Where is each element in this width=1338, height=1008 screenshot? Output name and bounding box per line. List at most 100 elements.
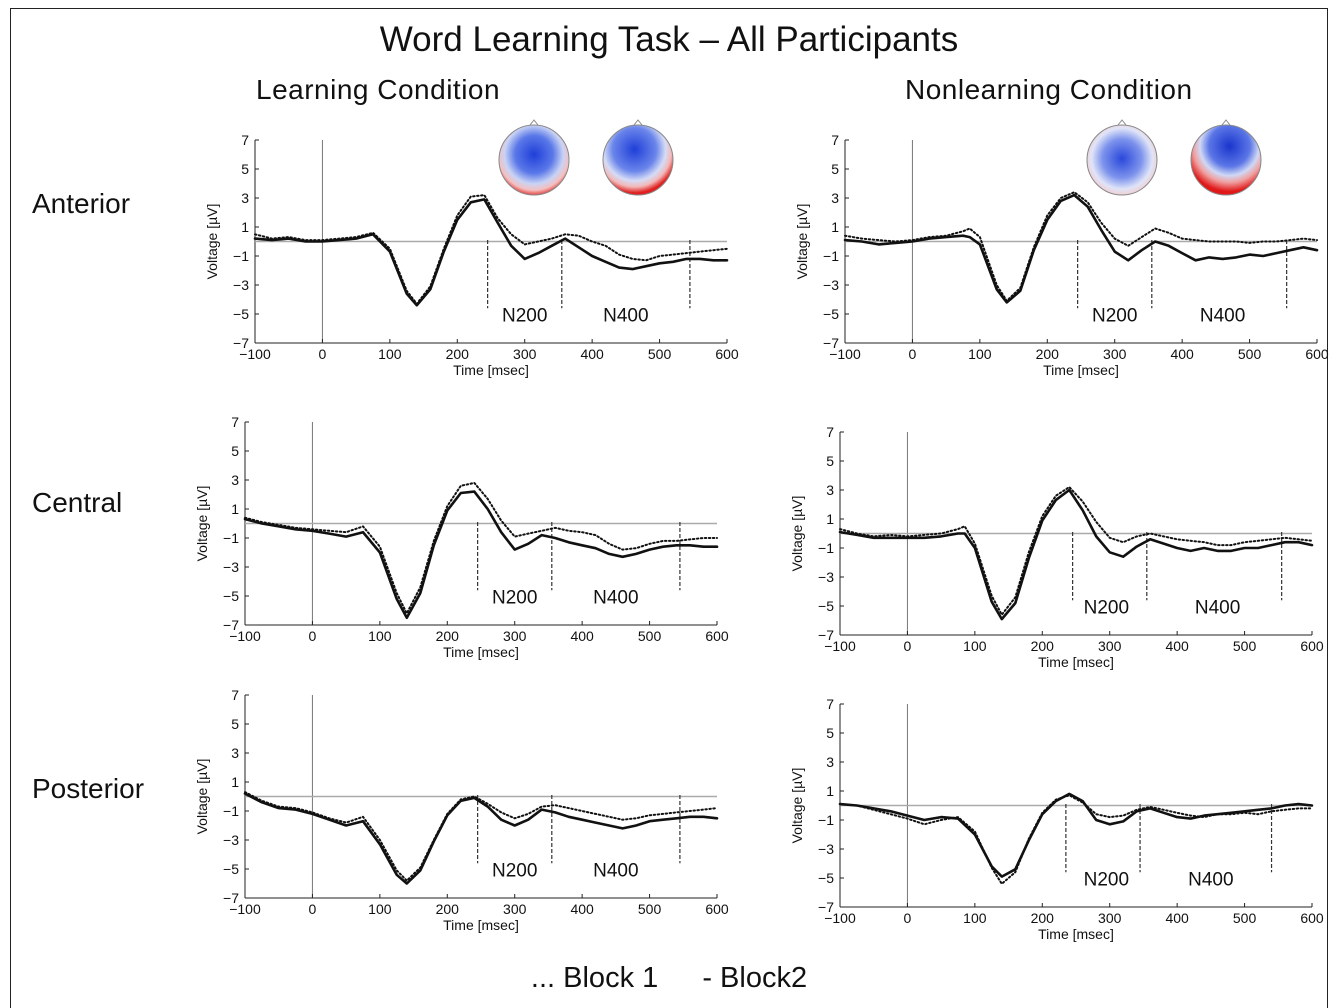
y-tick-label: 7	[231, 414, 239, 430]
y-tick-label: 5	[826, 453, 834, 469]
y-tick-label: 7	[826, 696, 834, 712]
y-tick-label: −5	[223, 861, 239, 877]
x-tick-label: 500	[638, 901, 662, 917]
y-tick-label: 1	[231, 774, 239, 790]
erp-plot-anterior-nonlearning: −7 −5 −3 −1 1 3 5 7 −100 0 100 200 300 400 500 600 Time …	[794, 132, 1329, 378]
y-tick-label: 5	[231, 443, 239, 459]
x-tick-label: 300	[1098, 910, 1122, 926]
x-tick-label: 400	[570, 901, 594, 917]
x-axis-label: Time [msec]	[1038, 654, 1114, 670]
series-block-1	[839, 794, 1313, 885]
y-tick-label: 5	[231, 716, 239, 732]
x-tick-label: −100	[824, 638, 856, 654]
y-tick-label: 5	[241, 161, 249, 177]
series-block-1	[839, 486, 1313, 616]
series-block2	[243, 490, 719, 620]
y-tick-label: 1	[826, 511, 834, 527]
x-tick-label: 600	[1305, 346, 1329, 362]
series-block-1	[244, 791, 718, 882]
x-tick-label: −100	[824, 910, 856, 926]
erp-plot-central-learning: −7 −5 −3 −1 1 3 5 7 −100 0 100 200 300 400 500 600 Time …	[194, 414, 729, 660]
component-label-n400: N400	[603, 305, 648, 326]
y-tick-label: −1	[223, 803, 239, 819]
topomap-learning-n400	[602, 119, 674, 196]
x-tick-label: 0	[909, 346, 917, 362]
component-label-n200: N200	[1092, 305, 1137, 326]
y-tick-label: 7	[231, 687, 239, 703]
series-block2	[253, 198, 729, 307]
row-label-central: Central	[32, 487, 123, 518]
x-tick-label: 600	[1300, 910, 1324, 926]
legend-block1: ... Block 1	[530, 962, 659, 994]
x-tick-label: 100	[378, 346, 402, 362]
component-label-n200: N200	[492, 860, 537, 881]
x-tick-label: 200	[436, 628, 460, 644]
x-tick-label: 0	[319, 346, 327, 362]
x-tick-label: −100	[829, 346, 861, 362]
y-tick-label: −7	[818, 899, 834, 915]
y-tick-label: 7	[826, 424, 834, 440]
condition-title-nonlearning: Nonlearning Condition	[905, 74, 1193, 105]
x-tick-label: 0	[904, 910, 912, 926]
x-tick-label: 500	[638, 628, 662, 644]
series-block2	[838, 488, 1314, 621]
topomap-learning-n200	[498, 119, 570, 196]
y-axis-label: Voltage [µV]	[194, 759, 210, 835]
y-tick-label: −7	[223, 890, 239, 906]
y-tick-label: −1	[233, 248, 249, 264]
y-tick-label: −5	[823, 306, 839, 322]
x-tick-label: 600	[715, 346, 739, 362]
legend-block2: - Block2	[702, 962, 808, 994]
x-tick-label: 400	[1170, 346, 1194, 362]
x-tick-label: 100	[963, 638, 987, 654]
component-label-n200: N200	[1084, 869, 1129, 890]
series-block2	[838, 792, 1314, 878]
y-tick-label: −3	[233, 277, 249, 293]
x-tick-label: 0	[309, 628, 317, 644]
component-label-n400: N400	[1195, 597, 1240, 618]
y-axis-label: Voltage [µV]	[789, 768, 805, 844]
y-axis-label: Voltage [µV]	[789, 496, 805, 572]
x-axis-label: Time [msec]	[1038, 926, 1114, 942]
y-tick-label: 3	[826, 754, 834, 770]
x-tick-label: −100	[239, 346, 271, 362]
legend: ... Block 1 - Block2	[0, 962, 1338, 995]
y-tick-label: −1	[818, 812, 834, 828]
x-tick-label: 400	[1165, 910, 1189, 926]
y-tick-label: −5	[818, 598, 834, 614]
x-tick-label: 200	[436, 901, 460, 917]
component-label-n400: N400	[1188, 869, 1233, 890]
erp-plot-anterior-learning: −7 −5 −3 −1 1 3 5 7 −100 0 100 200 300 400 500 600 Time …	[204, 132, 739, 378]
figure-title: Word Learning Task – All Participants	[379, 20, 959, 59]
row-label-anterior: Anterior	[32, 188, 131, 219]
x-tick-label: 500	[1238, 346, 1262, 362]
y-tick-label: −5	[233, 306, 249, 322]
series-block-1	[254, 194, 728, 305]
x-tick-label: 500	[1233, 638, 1257, 654]
y-tick-label: −5	[223, 588, 239, 604]
x-tick-label: 400	[580, 346, 604, 362]
y-tick-label: −3	[818, 569, 834, 585]
series-block-1	[244, 481, 718, 615]
x-tick-label: 100	[963, 910, 987, 926]
x-tick-label: 200	[446, 346, 470, 362]
component-label-n400: N400	[593, 587, 638, 608]
x-tick-label: 0	[309, 901, 317, 917]
y-tick-label: 1	[826, 783, 834, 799]
x-tick-label: 500	[648, 346, 672, 362]
y-tick-label: 3	[231, 745, 239, 761]
condition-title-learning: Learning Condition	[256, 74, 501, 105]
topomap-nonlearning-n400	[1190, 119, 1262, 196]
component-label-n200: N200	[1084, 597, 1129, 618]
y-tick-label: −7	[233, 335, 249, 351]
y-tick-label: −3	[818, 841, 834, 857]
y-tick-label: −5	[818, 870, 834, 886]
y-tick-label: −3	[223, 559, 239, 575]
x-tick-label: 200	[1031, 638, 1055, 654]
row-label-posterior: Posterior	[32, 773, 145, 804]
y-tick-label: −7	[823, 335, 839, 351]
y-tick-label: 7	[831, 132, 839, 148]
y-tick-label: 1	[231, 501, 239, 517]
y-tick-label: −3	[223, 832, 239, 848]
y-tick-label: −7	[223, 617, 239, 633]
